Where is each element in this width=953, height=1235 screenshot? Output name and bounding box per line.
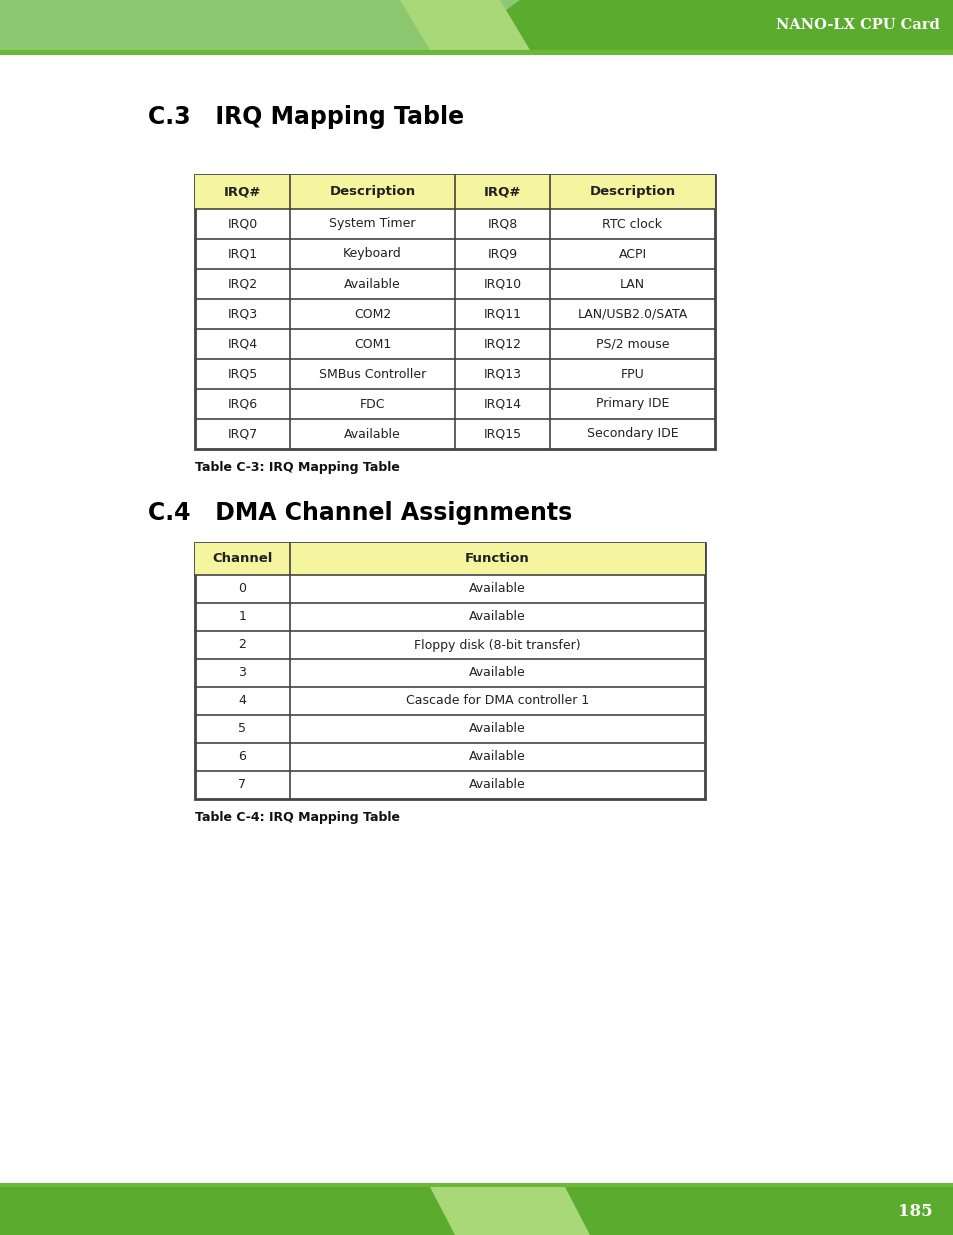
Text: FDC: FDC [359,398,385,410]
Text: IRQ12: IRQ12 [483,337,521,351]
Text: IRQ#: IRQ# [224,185,261,199]
Text: 1: 1 [238,610,246,624]
Text: Available: Available [469,667,525,679]
Text: PS/2 mouse: PS/2 mouse [595,337,669,351]
Text: C.4   DMA Channel Assignments: C.4 DMA Channel Assignments [148,501,572,525]
Text: IRQ10: IRQ10 [483,278,521,290]
Text: COM1: COM1 [354,337,391,351]
Text: IRQ3: IRQ3 [227,308,257,321]
Text: IRQ11: IRQ11 [483,308,521,321]
Text: 5: 5 [238,722,246,736]
Text: Secondary IDE: Secondary IDE [586,427,678,441]
Text: Primary IDE: Primary IDE [596,398,668,410]
Bar [194,543,704,799]
Polygon shape [450,0,953,49]
Text: Available: Available [344,278,400,290]
Text: IRQ14: IRQ14 [483,398,521,410]
Text: Available: Available [469,751,525,763]
Text: 0: 0 [238,583,246,595]
Text: LAN/USB2.0/SATA: LAN/USB2.0/SATA [577,308,687,321]
Text: Cascade for DMA controller 1: Cascade for DMA controller 1 [405,694,589,708]
Text: Available: Available [469,722,525,736]
Text: COM2: COM2 [354,308,391,321]
Text: Table C-3: IRQ Mapping Table: Table C-3: IRQ Mapping Table [194,461,399,474]
Polygon shape [399,0,530,49]
Bar [194,175,714,209]
Text: C.3   IRQ Mapping Table: C.3 IRQ Mapping Table [148,105,464,128]
Text: LAN: LAN [619,278,644,290]
Text: Available: Available [469,778,525,792]
Text: 185: 185 [897,1203,931,1219]
Text: 2: 2 [238,638,246,652]
Text: 7: 7 [238,778,246,792]
Text: IRQ1: IRQ1 [227,247,257,261]
Bar [194,175,714,450]
Text: IRQ5: IRQ5 [227,368,257,380]
Text: Table C-4: IRQ Mapping Table: Table C-4: IRQ Mapping Table [194,811,399,824]
Text: 3: 3 [238,667,246,679]
Text: 4: 4 [238,694,246,708]
Bar [0,1183,953,1187]
Text: IRQ2: IRQ2 [227,278,257,290]
Text: ACPI: ACPI [618,247,646,261]
Polygon shape [0,1187,479,1235]
Bar [0,1187,953,1235]
Text: IRQ13: IRQ13 [483,368,521,380]
Bar [0,49,953,56]
Text: SMBus Controller: SMBus Controller [318,368,426,380]
Bar [0,56,953,57]
Text: Available: Available [469,610,525,624]
Bar [0,0,953,49]
Text: Description: Description [589,185,675,199]
Text: IRQ6: IRQ6 [227,398,257,410]
Text: IRQ7: IRQ7 [227,427,257,441]
Text: IRQ#: IRQ# [483,185,520,199]
Text: NANO-LX CPU Card: NANO-LX CPU Card [776,19,939,32]
Bar [194,543,704,576]
Text: Keyboard: Keyboard [343,247,401,261]
Text: Description: Description [329,185,416,199]
Polygon shape [430,1187,589,1235]
Text: IRQ0: IRQ0 [227,217,257,231]
Text: RTC clock: RTC clock [602,217,661,231]
Text: IRQ8: IRQ8 [487,217,517,231]
Text: IRQ9: IRQ9 [487,247,517,261]
Text: Available: Available [344,427,400,441]
Text: System Timer: System Timer [329,217,416,231]
Text: Function: Function [465,552,529,566]
Text: FPU: FPU [620,368,643,380]
Text: IRQ4: IRQ4 [227,337,257,351]
Text: Floppy disk (8-bit transfer): Floppy disk (8-bit transfer) [414,638,580,652]
Text: IRQ15: IRQ15 [483,427,521,441]
Text: Channel: Channel [213,552,273,566]
Text: 6: 6 [238,751,246,763]
Text: Available: Available [469,583,525,595]
